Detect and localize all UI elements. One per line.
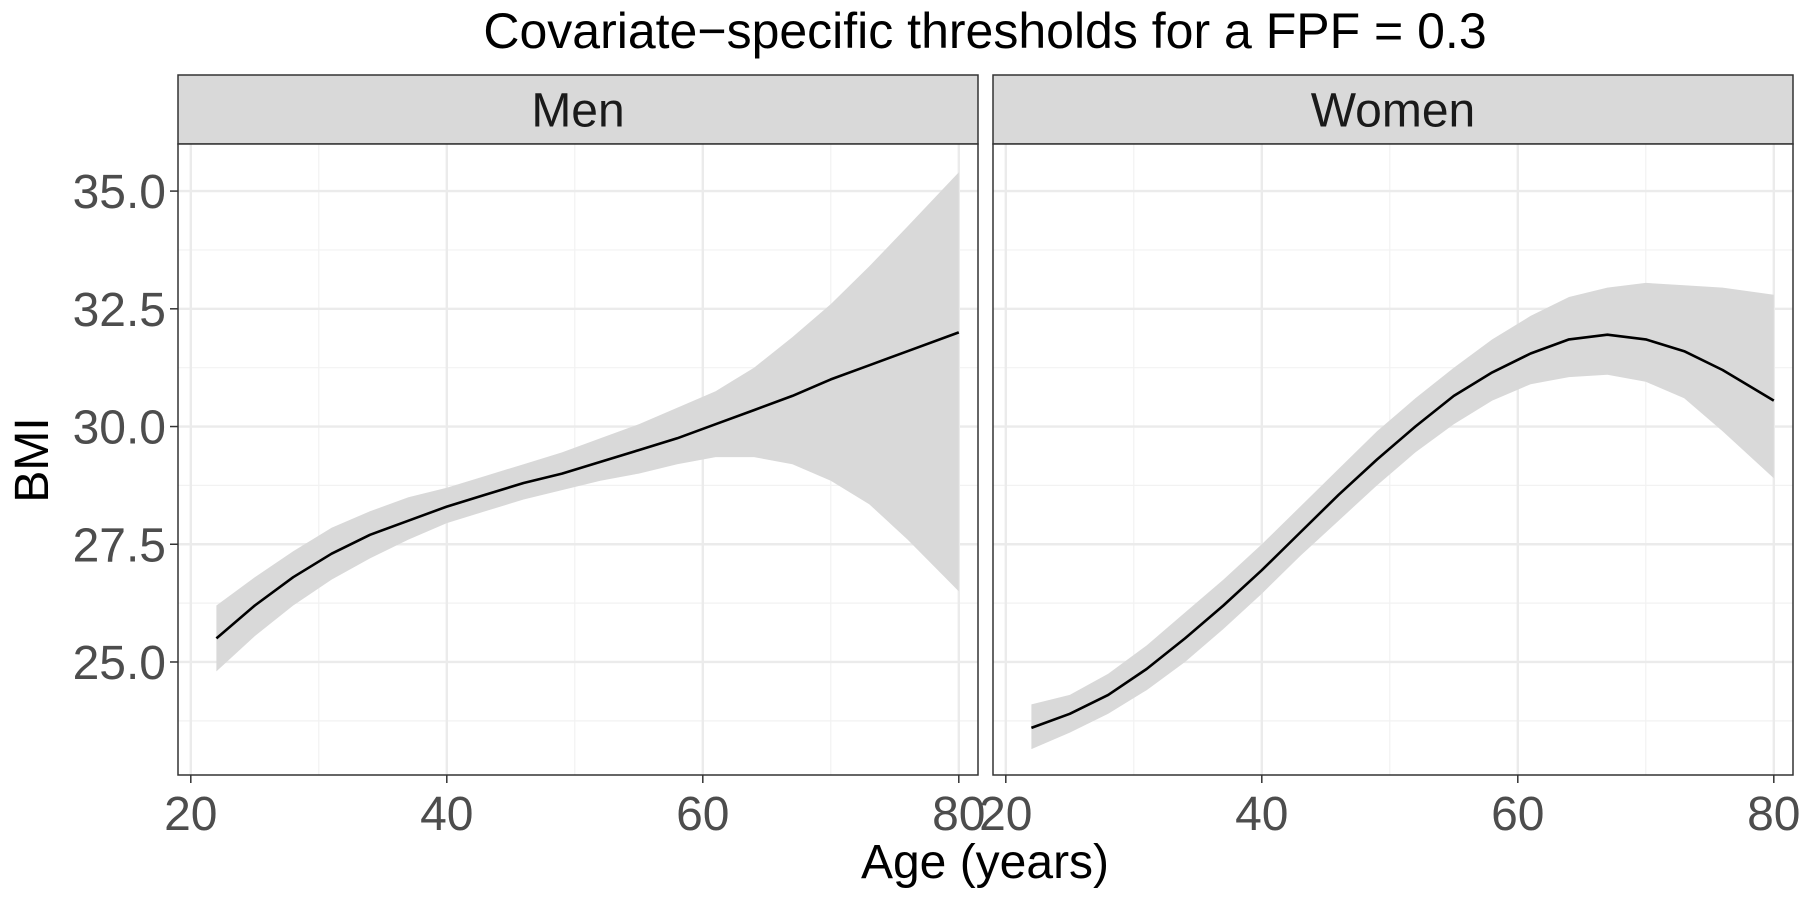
x-tick-label: 40 bbox=[420, 788, 473, 841]
facet-strip bbox=[177, 74, 979, 145]
x-tick-label: 60 bbox=[1491, 788, 1544, 841]
panel-border bbox=[992, 143, 1794, 776]
chart-title: Covariate−specific thresholds for a FPF … bbox=[483, 3, 1486, 59]
threshold-line bbox=[1030, 333, 1775, 730]
confidence-band bbox=[1031, 282, 1774, 750]
y-tick-label: 30.0 bbox=[73, 402, 166, 455]
panels: Men 20 40 60 80 25.0 27.5 30.0 32.5 35.0 Women 20 40… bbox=[73, 74, 1800, 841]
panel-women: Women 20 40 60 80 bbox=[979, 74, 1800, 841]
x-tick-label: 80 bbox=[1747, 788, 1800, 841]
x-tick-label: 80 bbox=[932, 788, 985, 841]
x-tick-label: 20 bbox=[979, 788, 1032, 841]
facet-strip-label: Women bbox=[1311, 85, 1476, 138]
y-tick-label: 32.5 bbox=[73, 284, 166, 337]
x-tick-label: 40 bbox=[1235, 788, 1288, 841]
x-tick-label: 60 bbox=[676, 788, 729, 841]
panel-border bbox=[177, 143, 979, 776]
y-tick-label: 35.0 bbox=[73, 166, 166, 219]
y-axis-title: BMI bbox=[6, 417, 59, 502]
y-tick-label: 25.0 bbox=[73, 637, 166, 690]
x-tick-label: 20 bbox=[164, 788, 217, 841]
confidence-band bbox=[216, 172, 959, 672]
threshold-line bbox=[215, 331, 960, 640]
panel-men: Men 20 40 60 80 25.0 27.5 30.0 32.5 35.0 bbox=[73, 74, 985, 841]
x-axis-title: Age (years) bbox=[861, 836, 1109, 889]
y-tick-label: 27.5 bbox=[73, 519, 166, 572]
facet-strip bbox=[992, 74, 1794, 145]
facet-strip-label: Men bbox=[531, 85, 624, 138]
